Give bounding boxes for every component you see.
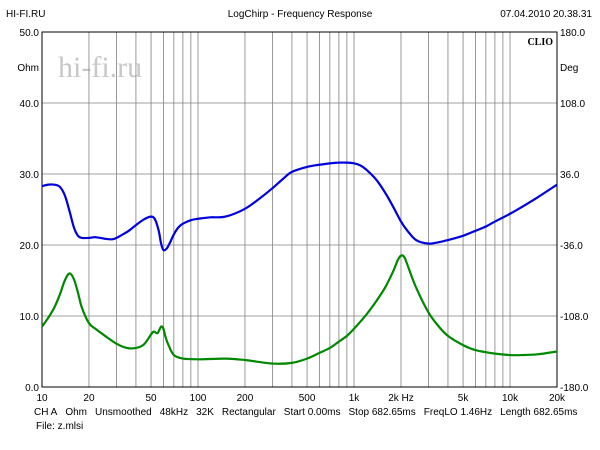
chart-series: [41, 161, 558, 365]
series-line-2: [41, 254, 558, 365]
y-left-unit-label: Ohm: [17, 63, 39, 74]
footer-file: File: z.mlsi: [36, 421, 84, 432]
y-left-tick-label: 20.0: [20, 241, 40, 252]
x-tick-label: 50: [145, 393, 157, 404]
series-line-1: [41, 161, 558, 252]
x-tick-label: 20: [83, 393, 95, 404]
y-left-tick-label: 30.0: [20, 170, 40, 181]
footer-window: Rectangular: [221, 407, 276, 418]
footer-smoothing: Unsmoothed: [95, 407, 152, 418]
x-tick-label: 2k Hz: [388, 393, 414, 404]
y-left-tick-label: 50.0: [20, 28, 40, 39]
y-right-tick-label: -108.0: [560, 312, 589, 323]
chart-title: LogChirp - Frequency Response: [227, 9, 373, 20]
y-left-tick-label: 0.0: [25, 383, 39, 394]
x-tick-label: 1k: [349, 393, 361, 404]
y-left-tick-label: 40.0: [20, 99, 40, 110]
axis-tick-labels: 10 20 50 100 200 500 1k 2k Hz 5k 10k 20k 0.0 10.0 20.…: [17, 28, 588, 404]
x-tick-label: 500: [299, 393, 316, 404]
footer-stop: Stop 682.65ms: [348, 407, 416, 418]
footer-settings: CH A Ohm Unsmoothed 48kHz 32K Rectangular Star…: [34, 407, 585, 418]
clio-badge: CLIO: [527, 37, 553, 48]
y-right-tick-label: 108.0: [560, 99, 585, 110]
y-right-tick-label: -36.0: [560, 241, 583, 252]
x-tick-label: 10k: [502, 393, 519, 404]
y-right-tick-label: -180.0: [560, 383, 589, 394]
y-right-unit-label: Deg: [560, 63, 578, 74]
footer-freqlo: FreqLO 1.46Hz: [423, 407, 493, 418]
header-site: HI-FI.RU: [6, 9, 46, 20]
header-timestamp: 07.04.2010 20.38.31: [500, 9, 592, 20]
x-tick-label: 20k: [549, 393, 566, 404]
y-left-tick-label: 10.0: [20, 312, 40, 323]
footer-unit: Ohm: [65, 407, 88, 418]
footer-length: Length 682.65ms: [500, 407, 578, 418]
clio-badge-bg: [521, 35, 554, 48]
chart-grid: [42, 32, 557, 387]
y-right-tick-label: 180.0: [560, 28, 585, 39]
plot-frame: [41, 31, 558, 388]
hifi-watermark-logo: hi-fi.ru: [58, 51, 142, 84]
footer-start: Start 0.00ms: [283, 407, 341, 418]
x-tick-label: 200: [237, 393, 254, 404]
x-tick-label: 5k: [458, 393, 470, 404]
footer-rate: 48kHz: [159, 407, 189, 418]
footer-size: 32K: [196, 407, 214, 418]
y-right-tick-label: 36.0: [560, 170, 580, 181]
x-tick-label: 100: [190, 393, 207, 404]
footer-channel: CH A: [34, 407, 58, 418]
x-tick-label: 10: [36, 393, 48, 404]
